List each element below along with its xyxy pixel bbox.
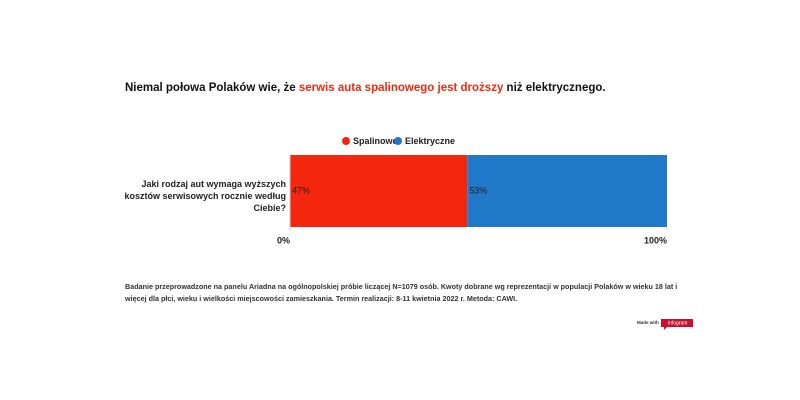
legend-label: Elektryczne: [405, 136, 455, 146]
legend-swatch: [342, 137, 350, 145]
x-tick-label: 100%: [644, 235, 667, 245]
x-tick-label: 0%: [277, 235, 290, 245]
legend-swatch: [394, 137, 402, 145]
chart-title: Niemal połowa Polaków wie, że serwis aut…: [125, 82, 606, 94]
badge-shape: [661, 319, 693, 330]
bar-segment: [467, 155, 667, 227]
title-part: Niemal połowa Polaków wie, że: [125, 82, 299, 94]
footnote: Badanie przeprowadzone na panelu Ariadna…: [125, 282, 677, 291]
category-label: Jaki rodzaj aut wymaga wyższych kosztów …: [124, 179, 286, 213]
value-label: 47%: [292, 185, 310, 195]
badge-prefix: Made with: [637, 320, 659, 325]
value-label: 53%: [469, 185, 487, 195]
legend-label: Spalinowe: [353, 136, 398, 146]
badge-brand: infogram: [668, 320, 687, 326]
title-part: niż elektrycznego.: [503, 82, 605, 94]
title-part: serwis auta spalinowego jest droższy: [299, 82, 504, 94]
bar-segment: [290, 155, 468, 227]
footnote: więcej dla płci, wieku i wielkości miejs…: [124, 294, 517, 303]
